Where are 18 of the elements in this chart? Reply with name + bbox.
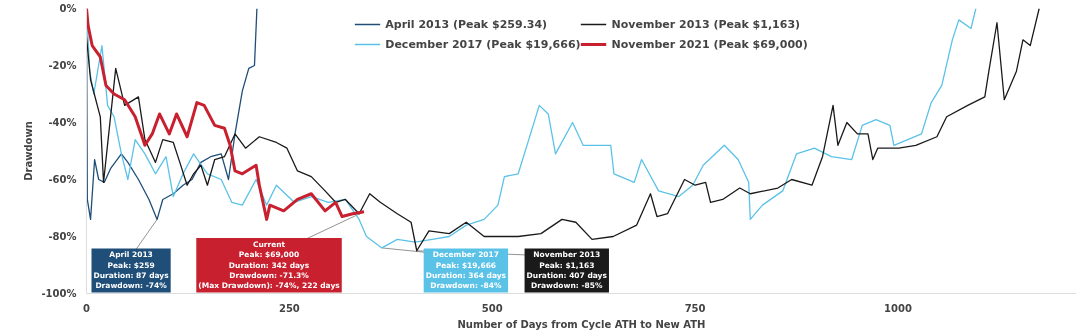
y-tick-label: 0% [59,3,77,14]
x-tick-label: 1000 [884,302,912,314]
x-tick-label: 750 [684,302,706,314]
y-tick-label: -100% [41,288,77,299]
x-tick-label: 0 [83,302,91,314]
legend-label: December 2017 (Peak $19,666) [385,37,581,51]
y-tick-label: -60% [48,174,77,185]
x-tick-label: 500 [481,302,503,314]
y-tick-label: -80% [48,231,77,242]
x-tick-label: 250 [278,302,300,314]
legend-label: April 2013 (Peak $259.34) [385,17,548,31]
legend-label: November 2013 (Peak $1,163) [611,17,801,31]
legend-label: November 2021 (Peak $69,000) [611,37,808,51]
y-axis-title: Drawdown [23,121,35,181]
line-series [86,8,366,221]
y-tick-label: -20% [48,60,77,71]
y-tick-label: -40% [48,117,77,128]
x-axis-title: Number of Days from Cycle ATH to New ATH [457,318,706,330]
